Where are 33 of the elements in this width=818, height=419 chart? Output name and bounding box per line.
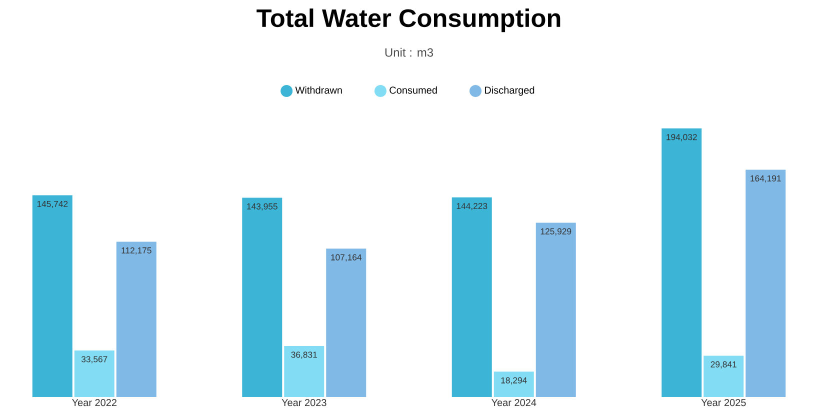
data-label: 107,164 [331, 254, 362, 262]
bar [242, 198, 282, 397]
bar [284, 346, 324, 397]
data-label: 143,955 [247, 203, 278, 211]
data-label: 36,831 [291, 352, 317, 359]
legend-label: Withdrawn [295, 86, 342, 94]
bar [662, 128, 702, 397]
bar [116, 242, 156, 397]
data-label: 145,742 [37, 200, 68, 208]
bar [746, 170, 786, 397]
chart-subtitle: Unit : m3 [385, 48, 434, 57]
data-label: 112,175 [122, 247, 152, 254]
data-label: 33,567 [81, 356, 108, 364]
x-tick-label: Year 2023 [282, 399, 326, 406]
data-label: 18,294 [501, 377, 527, 384]
bar [74, 350, 114, 397]
data-label: 144,223 [456, 202, 488, 210]
chart-title: Total Water Consumption [256, 8, 560, 32]
x-tick-label: Year 2025 [701, 399, 746, 406]
x-tick-label: Year 2024 [491, 399, 536, 406]
bar [326, 248, 366, 397]
data-label: 194,032 [666, 134, 697, 142]
bar [494, 372, 534, 397]
bar [32, 195, 72, 397]
data-label: 164,191 [750, 175, 781, 182]
bar [452, 197, 492, 397]
data-label: 125,929 [540, 228, 572, 236]
legend-label: Discharged [484, 86, 534, 96]
legend-label: Consumed [390, 86, 437, 94]
bar [536, 222, 576, 397]
data-label: 29,841 [710, 361, 736, 368]
bar [704, 356, 744, 397]
x-tick-label: Year 2022 [72, 399, 116, 406]
